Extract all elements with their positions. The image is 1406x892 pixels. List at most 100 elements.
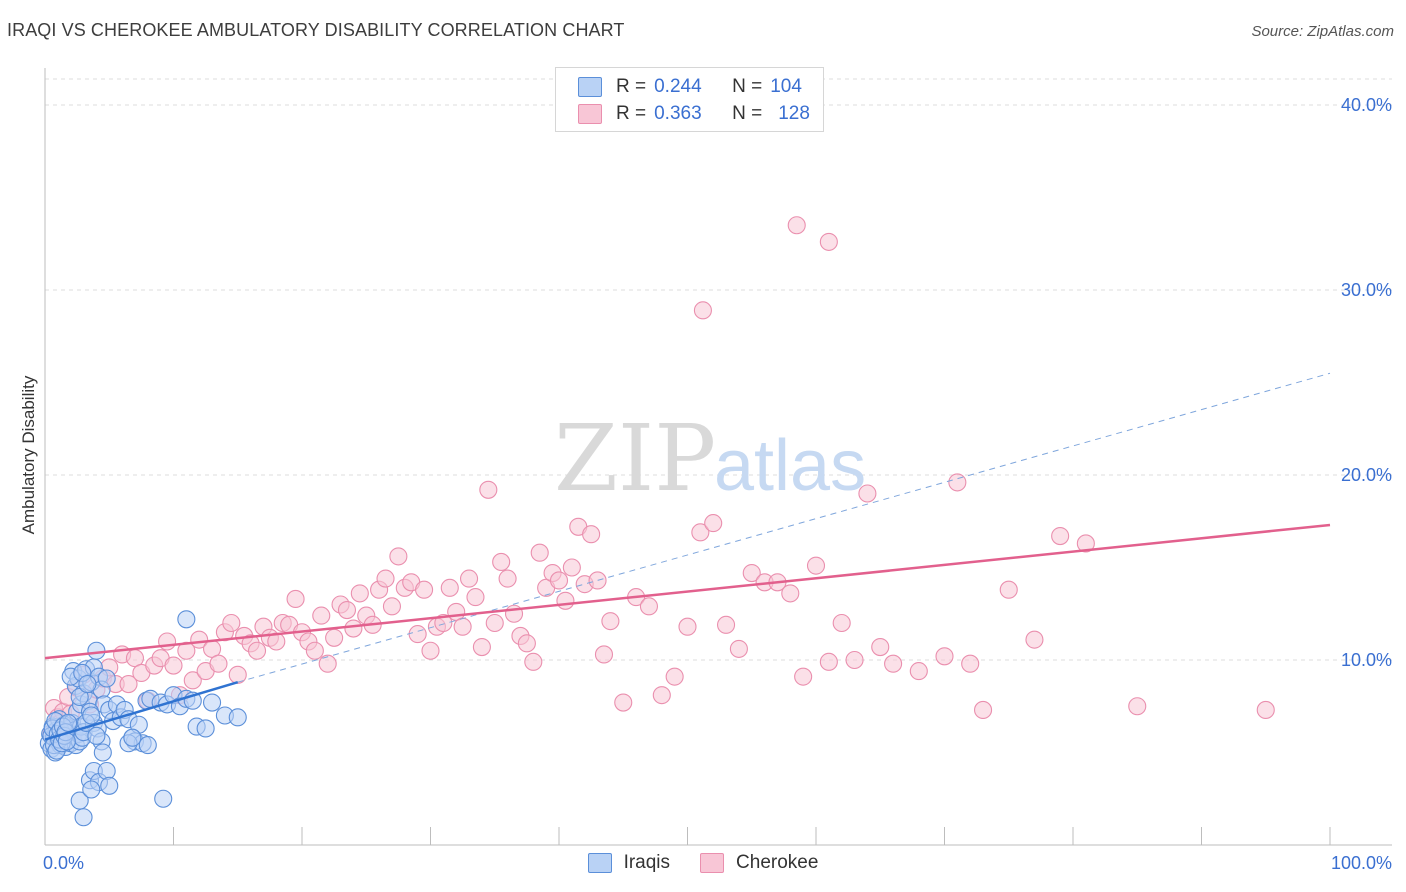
cherokee-point	[183, 671, 202, 690]
series-legend: Iraqis Cherokee	[0, 852, 1406, 874]
cherokee-point	[325, 628, 344, 647]
watermark-zip: ZIP	[554, 405, 716, 512]
axes	[44, 68, 1392, 846]
iraqis-point	[59, 713, 78, 732]
cherokee-point	[434, 613, 453, 633]
cherokee-point	[524, 652, 543, 671]
iraqis-point	[123, 728, 142, 747]
legend-item-iraqis: Iraqis	[587, 852, 670, 874]
iraqis-point	[82, 706, 101, 725]
iraqis-point	[87, 726, 106, 745]
iraqis-point	[97, 761, 116, 781]
cherokee-point	[1256, 700, 1275, 720]
cherokee-point	[704, 514, 723, 533]
x-tick-label: 0.0%	[43, 853, 84, 873]
cherokee-point	[781, 584, 800, 603]
cherokee-point	[1076, 534, 1095, 553]
cherokee-point	[806, 556, 826, 575]
cherokee-point	[421, 641, 440, 660]
legend-item-cherokee: Cherokee	[700, 852, 818, 874]
cherokee-point	[228, 665, 247, 684]
iraqis-point	[203, 693, 222, 712]
cherokee-point	[562, 558, 581, 577]
cherokee-point	[845, 650, 864, 670]
chart-title: IRAQI VS CHEROKEE AMBULATORY DISABILITY …	[7, 20, 625, 40]
cherokee-point	[1051, 526, 1070, 546]
cherokee-point	[312, 606, 331, 625]
iraqis-point	[138, 736, 157, 755]
cherokee-point	[530, 543, 549, 562]
cherokee-point	[614, 693, 633, 712]
cherokee-point	[909, 662, 928, 681]
watermark-atlas: atlas	[714, 426, 866, 506]
cherokee-point	[453, 617, 472, 636]
cherokee-point	[408, 625, 427, 644]
cherokee-point	[858, 484, 877, 503]
cherokee-point	[871, 637, 890, 657]
iraqis-point	[177, 610, 196, 629]
legend-r-label: R =	[616, 103, 647, 124]
cherokee-point	[1025, 630, 1044, 649]
iraqis-point	[100, 776, 119, 795]
cherokee-point	[601, 612, 620, 631]
tick-labels: 10.0% 20.0% 30.0% 40.0% 0.0% 100.0%	[43, 95, 1392, 873]
y-tick-label: 20.0%	[1341, 465, 1392, 485]
cherokee-point	[466, 588, 485, 607]
iraqis-point	[97, 669, 116, 688]
cherokee-point	[961, 654, 980, 673]
cherokee-point	[158, 632, 177, 651]
cherokee-point	[485, 613, 504, 633]
cherokee-point	[556, 591, 575, 610]
cherokee-point	[678, 617, 697, 636]
source-label: Source: ZipAtlas.com	[1251, 23, 1394, 40]
legend-label-cherokee: Cherokee	[736, 852, 819, 873]
cherokee-point	[973, 700, 993, 720]
y-tick-label: 30.0%	[1341, 280, 1392, 300]
iraqis-point	[87, 641, 106, 660]
legend-r-label: R =	[616, 76, 647, 97]
cherokee-point	[716, 615, 736, 634]
cherokee-point	[337, 600, 357, 620]
legend-row-iraqis: R = 0.244 N = 104	[578, 75, 802, 99]
y-tick-label: 10.0%	[1341, 650, 1392, 670]
cherokee-point	[350, 584, 369, 603]
legend-swatch-iraqis	[578, 77, 602, 97]
iraqis-point	[74, 808, 93, 827]
cherokee-point	[492, 552, 511, 572]
legend-n-value: 104	[770, 76, 802, 97]
cherokee-point	[652, 686, 671, 705]
trend-lines	[44, 372, 1331, 741]
legend-r-value: 0.244	[654, 76, 702, 97]
cherokee-point	[305, 641, 324, 660]
cherokee-point	[376, 569, 395, 588]
cherokee-trend-line	[44, 523, 1331, 660]
cherokee-point	[787, 216, 806, 235]
iraqis-point	[70, 791, 89, 810]
stats-legend: R = 0.244 N = 104 R = 0.363 N = 128	[555, 67, 824, 132]
cherokee-point	[819, 232, 838, 251]
cherokee-point	[286, 589, 305, 609]
iraqis-trend-line	[44, 681, 239, 741]
cherokee-point	[472, 637, 491, 657]
cherokee-point	[691, 523, 710, 542]
cherokee-point	[999, 580, 1018, 599]
cherokee-point	[209, 654, 228, 673]
cherokee-point	[517, 634, 536, 653]
cherokee-point	[498, 569, 517, 588]
cherokee-point	[693, 301, 712, 320]
cherokee-point	[459, 569, 479, 588]
cherokee-point	[119, 674, 138, 694]
legend-n-label: N =	[732, 76, 763, 97]
iraqis-point	[228, 708, 247, 727]
y-tick-label: 40.0%	[1341, 95, 1392, 115]
legend-row-cherokee: R = 0.363 N = 128	[578, 102, 810, 126]
cherokee-point	[884, 654, 903, 673]
iraqis-point	[154, 789, 173, 808]
cherokee-point	[948, 473, 967, 492]
cherokee-point	[729, 639, 748, 658]
grid-lines	[45, 78, 1392, 661]
cherokee-point	[832, 613, 851, 633]
legend-r-value: 0.363	[654, 103, 702, 124]
cherokee-point	[247, 641, 267, 660]
